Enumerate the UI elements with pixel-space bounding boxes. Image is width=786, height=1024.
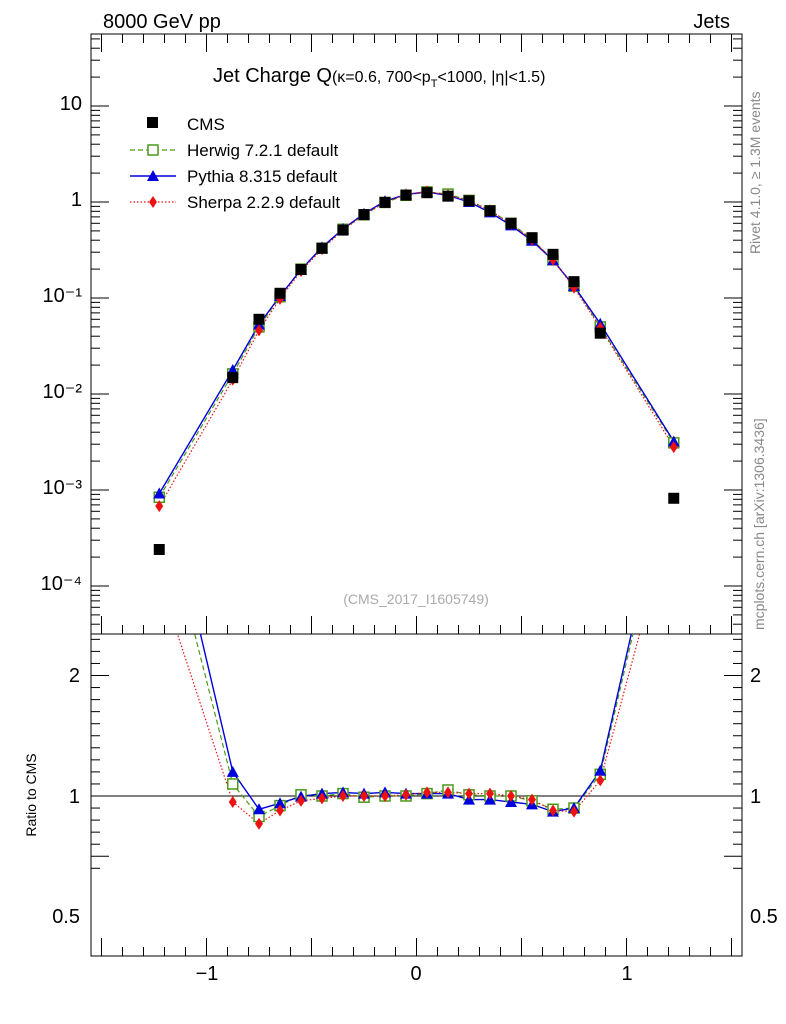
ratio-y-tick-1-left: 1	[69, 786, 80, 808]
sherpa-ratio-point	[297, 794, 305, 807]
plot-title: Jet Charge Q(κ=0.6, 700<pT<1000, |η|<1.5…	[213, 65, 545, 90]
sherpa-ratio-point	[549, 804, 557, 817]
cms-data-point	[463, 195, 475, 207]
main-panel-data	[153, 185, 680, 555]
sherpa-ratio-point	[228, 796, 237, 809]
sherpa-ratio-point	[339, 790, 347, 802]
pythia-ratio-point	[594, 764, 607, 776]
legend-cms-label: CMS	[187, 115, 225, 134]
sherpa-ratio-point	[444, 786, 452, 799]
cms-data-point	[153, 543, 165, 555]
cms-data-point	[668, 492, 680, 504]
legend-sherpa-label: Sherpa 2.2.9 default	[187, 193, 340, 212]
cms-data-point	[505, 217, 517, 229]
sherpa-ratio-point	[507, 790, 515, 802]
legend-sherpa-marker	[149, 196, 157, 208]
ratio-y-tick-0.5-left: 0.5	[52, 906, 80, 928]
sherpa-ratio-point	[255, 817, 263, 830]
ratio-y-axis-label: Ratio to CMS	[23, 753, 39, 836]
pythia-ratio-point	[274, 797, 286, 809]
sherpa-ratio-point	[381, 790, 389, 802]
cms-data-point	[379, 196, 391, 208]
cms-data-point	[547, 248, 559, 260]
ratio-frame	[90, 633, 743, 957]
x-tick-label-1: 1	[621, 963, 632, 985]
cms-data-point	[253, 313, 265, 325]
legend-pythia-marker	[147, 170, 159, 181]
cms-data-point	[442, 190, 454, 202]
cms-data-point	[526, 232, 538, 244]
herwig-ratio-point	[227, 778, 239, 790]
sherpa-ratio-point	[402, 788, 410, 801]
cms-data-point	[337, 224, 349, 236]
ratio-y-tick-2-right: 2	[750, 665, 761, 687]
cms-data-point	[594, 327, 606, 339]
legend-pythia-label: Pythia 8.315 default	[187, 167, 338, 186]
sherpa-ratio-point	[318, 792, 326, 805]
main-y-tick-1e-3: 10⁻³	[43, 477, 83, 499]
pythia-ratio-point	[253, 803, 265, 815]
pythia-main-point	[667, 435, 680, 447]
main-y-tick-1e-2: 10⁻²	[43, 381, 83, 403]
sherpa-ratio-point	[276, 804, 284, 817]
main-y-tick-1e-1: 10⁻¹	[43, 285, 83, 307]
ratio-y-tick-2-left: 2	[69, 665, 80, 687]
analysis-watermark: (CMS_2017_I1605749)	[343, 591, 489, 607]
cms-data-point	[568, 276, 580, 288]
cms-data-point	[358, 209, 370, 221]
legend-herwig-marker	[147, 144, 159, 156]
pythia-main-line	[158, 191, 675, 494]
cms-data-point	[316, 242, 328, 254]
cms-data-point	[484, 205, 496, 217]
sherpa-ratio-point	[360, 790, 368, 802]
title-sub-sub: T	[431, 78, 438, 90]
main-y-tick-1: 1	[71, 189, 82, 211]
sherpa-ratio-point	[423, 786, 431, 799]
header-right: Jets	[693, 11, 730, 33]
title-sub-1: (κ=0.6, 700<p	[332, 69, 431, 86]
x-tick-label-minus-1: −1	[196, 963, 219, 985]
rivet-label: Rivet 4.1.0, ≥ 1.3M events	[747, 91, 763, 254]
ratio-y-tick-1-right: 1	[750, 786, 761, 808]
cms-data-point	[295, 264, 307, 276]
pythia-ratio-point	[226, 765, 239, 777]
cms-data-point	[400, 189, 412, 201]
sherpa-main-line	[158, 190, 675, 507]
title-main: Jet Charge Q	[213, 65, 332, 87]
cms-data-point	[227, 372, 239, 384]
mcplots-label: mcplots.cern.ch [arXiv:1306.3436]	[751, 418, 767, 630]
sherpa-ratio-point	[570, 805, 578, 818]
sherpa-main-point	[155, 500, 164, 513]
sherpa-main-point	[669, 441, 678, 454]
main-y-tick-1e-4: 10⁻⁴	[41, 573, 82, 595]
herwig-main-line	[158, 191, 675, 498]
x-tick-label-0: 0	[410, 963, 421, 985]
sherpa-ratio-point	[465, 787, 473, 800]
sherpa-ratio-point	[528, 793, 536, 806]
legend-cms-marker	[147, 117, 158, 128]
axis-ticks	[91, 34, 742, 956]
title-sub-2: <1000, |η|<1.5)	[437, 69, 545, 86]
main-y-tick-10: 10	[60, 93, 82, 115]
sherpa-ratio-point	[596, 774, 605, 787]
ratio-y-tick-0.5-right: 0.5	[750, 906, 778, 928]
herwig-ratio-line	[194, 634, 634, 818]
ratio-panel-data	[176, 634, 641, 830]
cms-data-point	[274, 287, 286, 299]
sherpa-ratio-point	[486, 787, 494, 800]
cms-data-point	[421, 187, 433, 199]
sherpa-main-point	[255, 324, 263, 337]
pythia-main-point	[153, 487, 166, 499]
header-left: 8000 GeV pp	[103, 11, 221, 33]
legend: CMS Herwig 7.2.1 default Pythia 8.315 de…	[130, 115, 340, 212]
legend-herwig-label: Herwig 7.2.1 default	[187, 141, 338, 160]
